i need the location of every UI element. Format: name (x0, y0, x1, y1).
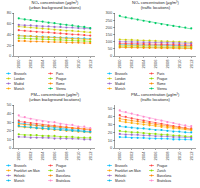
svg-text:Helsinki: Helsinki (14, 174, 25, 178)
svg-text:Munich: Munich (115, 87, 126, 91)
svg-text:Munich: Munich (115, 179, 126, 183)
svg-text:NO₂ concentration (µg/m³)(traf: NO₂ concentration (µg/m³)(traffic locati… (132, 0, 179, 10)
svg-text:Brussels: Brussels (14, 164, 27, 168)
svg-text:Vienna: Vienna (157, 87, 167, 91)
svg-text:PM₁₀ concentration (µg/m³)(urb: PM₁₀ concentration (µg/m³)(urban backgro… (29, 92, 81, 102)
svg-text:Munich: Munich (14, 87, 25, 91)
svg-text:40: 40 (7, 32, 12, 37)
svg-text:Madrid: Madrid (115, 82, 125, 86)
svg-text:Zurich: Zurich (56, 169, 65, 173)
svg-text:2012: 2012 (88, 59, 93, 69)
svg-text:2012: 2012 (189, 59, 194, 69)
svg-text:2012: 2012 (189, 151, 194, 161)
svg-text:Barcelona: Barcelona (56, 174, 71, 178)
svg-text:2006: 2006 (153, 59, 158, 69)
svg-text:Madrid: Madrid (14, 82, 24, 86)
svg-text:30: 30 (7, 120, 12, 125)
svg-text:Brussels: Brussels (115, 164, 128, 168)
svg-text:30: 30 (108, 122, 113, 127)
svg-text:Zurich: Zurich (157, 169, 166, 173)
svg-text:Prague: Prague (56, 77, 67, 81)
svg-text:NO₂ concentration (µg/m³)(urba: NO₂ concentration (µg/m³)(urban backgrou… (29, 0, 81, 10)
svg-text:2000: 2000 (16, 151, 21, 161)
svg-text:2002: 2002 (129, 59, 134, 69)
svg-text:20: 20 (7, 128, 12, 133)
svg-text:20: 20 (108, 130, 113, 135)
svg-text:10: 10 (7, 137, 12, 142)
svg-text:2008: 2008 (64, 151, 69, 161)
svg-text:150: 150 (106, 32, 113, 37)
svg-text:10: 10 (108, 138, 113, 143)
svg-text:Helsinki: Helsinki (115, 174, 126, 178)
svg-text:2006: 2006 (153, 151, 158, 161)
svg-text:Paris: Paris (56, 72, 64, 76)
svg-text:2004: 2004 (40, 59, 45, 69)
svg-text:Frankfurt am Main: Frankfurt am Main (115, 169, 141, 173)
svg-text:Frankfurt am Main: Frankfurt am Main (14, 169, 40, 173)
svg-text:2008: 2008 (165, 59, 170, 69)
svg-text:2000: 2000 (117, 151, 122, 161)
svg-text:Rome: Rome (157, 82, 166, 86)
svg-text:2008: 2008 (165, 151, 170, 161)
svg-text:20: 20 (7, 43, 12, 48)
svg-text:Bratislava: Bratislava (157, 179, 171, 183)
svg-text:0: 0 (110, 53, 113, 58)
svg-text:50: 50 (108, 46, 113, 51)
svg-text:0: 0 (110, 145, 113, 150)
svg-text:80: 80 (7, 10, 12, 15)
svg-text:300: 300 (106, 10, 113, 15)
svg-text:50: 50 (108, 106, 113, 111)
svg-text:London: London (14, 77, 25, 81)
svg-text:250: 250 (106, 18, 113, 23)
svg-text:Prague: Prague (56, 164, 67, 168)
svg-text:2012: 2012 (88, 151, 93, 161)
svg-text:2002: 2002 (28, 151, 33, 161)
svg-text:Prague: Prague (157, 77, 168, 81)
svg-text:2002: 2002 (28, 59, 33, 69)
svg-text:2010: 2010 (76, 59, 81, 69)
svg-text:Brussels: Brussels (115, 72, 128, 76)
svg-text:2002: 2002 (129, 151, 134, 161)
svg-text:2010: 2010 (177, 151, 182, 161)
svg-text:2000: 2000 (16, 59, 21, 69)
svg-text:2000: 2000 (117, 59, 122, 69)
svg-text:0: 0 (9, 53, 12, 58)
svg-text:Bratislava: Bratislava (56, 179, 70, 183)
svg-text:PM₁₀ concentration (µg/m³)(tra: PM₁₀ concentration (µg/m³)(traffic locat… (131, 92, 180, 102)
svg-text:0: 0 (9, 145, 12, 150)
svg-text:Munich: Munich (14, 179, 25, 183)
svg-text:2010: 2010 (177, 59, 182, 69)
svg-text:2010: 2010 (76, 151, 81, 161)
svg-text:60: 60 (7, 21, 12, 26)
svg-text:2008: 2008 (64, 59, 69, 69)
svg-text:Rome: Rome (56, 82, 65, 86)
svg-text:40: 40 (7, 111, 12, 116)
svg-text:2004: 2004 (141, 59, 146, 69)
svg-text:40: 40 (108, 114, 113, 119)
svg-text:2006: 2006 (52, 59, 57, 69)
svg-text:2006: 2006 (52, 151, 57, 161)
svg-text:Vienna: Vienna (56, 87, 66, 91)
svg-text:200: 200 (106, 25, 113, 30)
svg-text:50: 50 (7, 102, 12, 107)
svg-text:London: London (115, 77, 126, 81)
svg-text:Barcelona: Barcelona (157, 174, 172, 178)
svg-text:2004: 2004 (40, 151, 45, 161)
svg-text:Prague: Prague (157, 164, 168, 168)
svg-text:Brussels: Brussels (14, 72, 27, 76)
svg-text:100: 100 (106, 39, 113, 44)
svg-text:Paris: Paris (157, 72, 165, 76)
svg-text:2004: 2004 (141, 151, 146, 161)
